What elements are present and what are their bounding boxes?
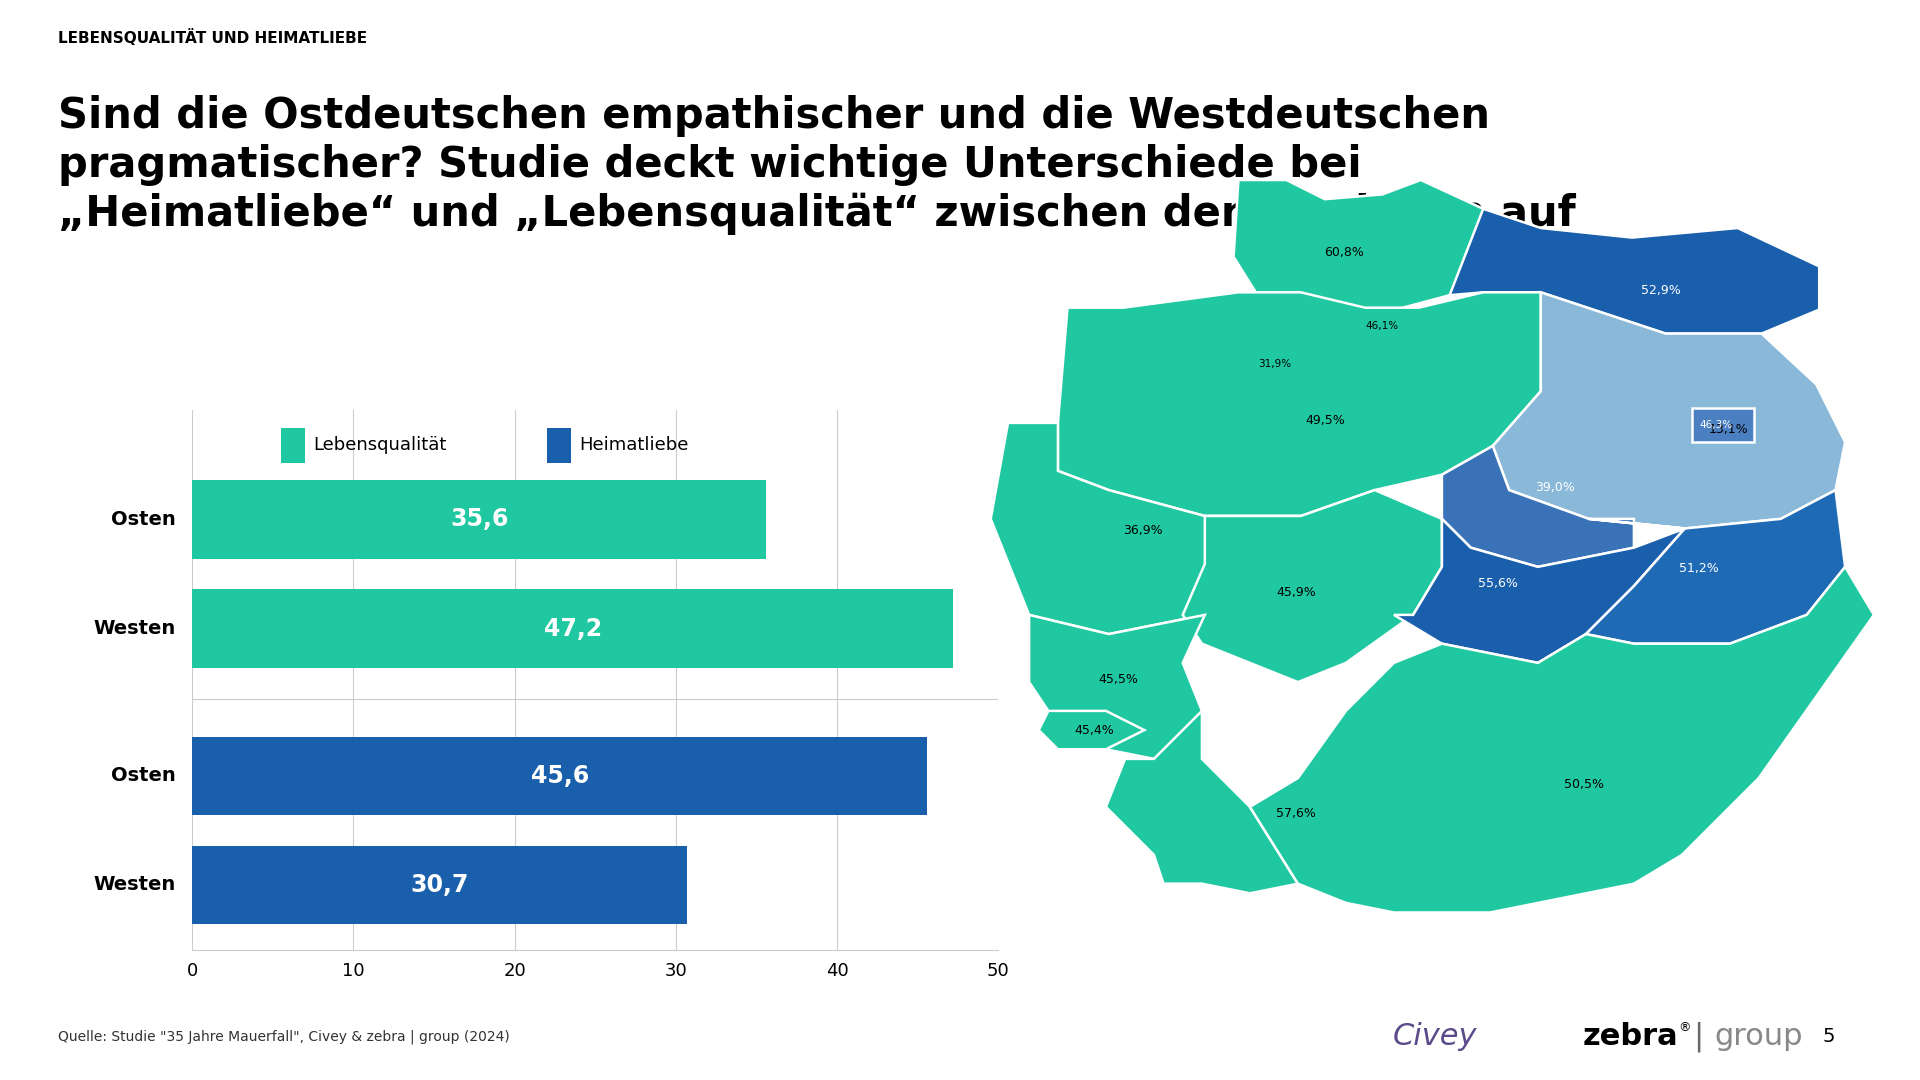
Text: LEBENSQUALITÄT UND HEIMATLIEBE: LEBENSQUALITÄT UND HEIMATLIEBE (58, 29, 367, 46)
Text: 45,4%: 45,4% (1075, 724, 1114, 737)
Text: Lebensqualität: Lebensqualität (313, 436, 445, 455)
Polygon shape (1233, 180, 1488, 314)
Text: 36,9%: 36,9% (1123, 524, 1162, 537)
FancyBboxPatch shape (547, 428, 570, 462)
Text: Osten: Osten (111, 510, 177, 529)
Text: group: group (1715, 1023, 1803, 1051)
Text: 49,5%: 49,5% (1306, 414, 1344, 427)
Polygon shape (1250, 567, 1874, 913)
Text: ®: ® (1678, 1022, 1692, 1035)
Text: 30,7: 30,7 (411, 873, 468, 897)
Polygon shape (1494, 293, 1845, 528)
Text: 39,0%: 39,0% (1536, 481, 1574, 494)
Text: |: | (1693, 1022, 1703, 1052)
Text: 45,9%: 45,9% (1277, 586, 1315, 599)
Text: 50,5%: 50,5% (1565, 779, 1603, 792)
Text: 46,1%: 46,1% (1365, 321, 1400, 330)
Text: 45,6: 45,6 (530, 764, 589, 787)
Polygon shape (1058, 293, 1542, 516)
Polygon shape (1039, 711, 1144, 750)
Polygon shape (1029, 615, 1206, 759)
Text: Heimatliebe: Heimatliebe (580, 436, 689, 455)
FancyBboxPatch shape (280, 428, 305, 462)
Text: Quelle: Studie "35 Jahre Mauerfall", Civey & zebra | group (2024): Quelle: Studie "35 Jahre Mauerfall", Civ… (58, 1029, 509, 1044)
Polygon shape (1394, 518, 1686, 663)
Text: Westen: Westen (94, 876, 177, 894)
Text: 51,2%: 51,2% (1680, 563, 1718, 576)
Text: 13,1%: 13,1% (1709, 423, 1747, 436)
Bar (192, 590, 952, 667)
Bar (192, 481, 766, 558)
Bar (192, 846, 687, 924)
Polygon shape (1442, 446, 1634, 567)
Text: 57,6%: 57,6% (1277, 807, 1315, 820)
Text: 5: 5 (1822, 1027, 1836, 1047)
Text: 47,2: 47,2 (543, 617, 601, 640)
Text: 60,8%: 60,8% (1325, 245, 1363, 258)
Text: Civey: Civey (1394, 1023, 1478, 1051)
Polygon shape (1450, 208, 1818, 334)
Text: 55,6%: 55,6% (1478, 577, 1517, 590)
Text: 35,6: 35,6 (449, 508, 509, 531)
Text: zebra: zebra (1582, 1023, 1678, 1051)
Text: 31,9%: 31,9% (1258, 360, 1292, 369)
Text: 46,3%: 46,3% (1699, 420, 1734, 430)
Polygon shape (1106, 711, 1298, 893)
Polygon shape (1692, 407, 1755, 442)
Text: 45,5%: 45,5% (1098, 673, 1139, 686)
Text: Sind die Ostdeutschen empathischer und die Westdeutschen
pragmatischer? Studie d: Sind die Ostdeutschen empathischer und d… (58, 95, 1574, 234)
Text: Osten: Osten (111, 767, 177, 785)
Polygon shape (1256, 346, 1298, 379)
Text: 52,9%: 52,9% (1642, 284, 1680, 297)
Text: Westen: Westen (94, 619, 177, 638)
Polygon shape (1586, 490, 1845, 644)
Polygon shape (1365, 308, 1419, 340)
Polygon shape (1183, 490, 1442, 683)
Polygon shape (991, 423, 1302, 634)
Bar (192, 737, 927, 815)
